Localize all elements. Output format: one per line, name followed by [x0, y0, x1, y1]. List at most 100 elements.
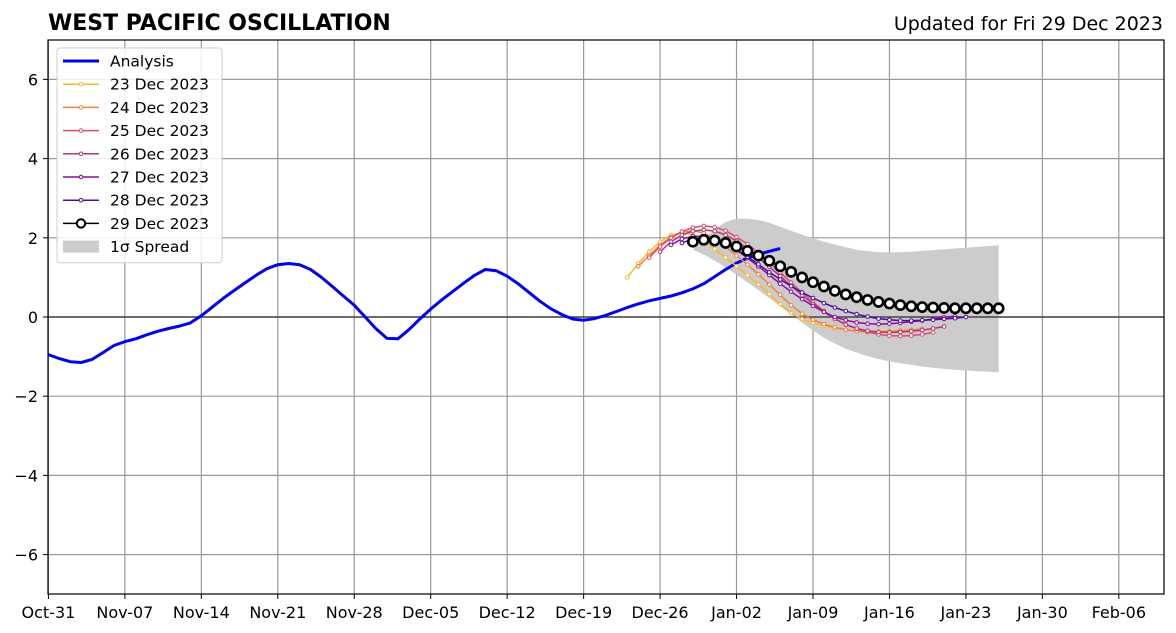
- forecast-point: [785, 265, 798, 278]
- forecast-point: [887, 317, 892, 323]
- legend: Analysis 23 Dec 2023 24 Dec 2023 25 Dec 202…: [56, 47, 223, 264]
- forecast-point: [690, 228, 696, 234]
- forecast-point: [679, 240, 685, 246]
- forecast-point: [821, 309, 827, 315]
- x-tick-label: Dec-19: [555, 603, 612, 622]
- legend-marker: [75, 218, 87, 229]
- forecast-point: [697, 233, 710, 246]
- forecast-point: [887, 330, 892, 335]
- forecast-point: [777, 281, 783, 287]
- legend-marker: [78, 174, 84, 180]
- forecast-point: [854, 320, 859, 325]
- x-tick-label: Jan-09: [787, 603, 839, 622]
- forecast-point: [981, 302, 994, 315]
- forecast-point: [908, 328, 914, 334]
- forecast-point: [734, 234, 739, 240]
- forecast-point: [828, 284, 841, 297]
- forecast-point: [839, 288, 852, 301]
- forecast-point: [850, 291, 863, 304]
- forecast-point: [843, 317, 849, 323]
- forecast-point: [799, 311, 805, 317]
- x-tick-label: Dec-05: [402, 603, 459, 622]
- forecast-point: [919, 332, 925, 337]
- forecast-point: [668, 235, 674, 241]
- series-layer: [48, 218, 1164, 373]
- y-tick-label: −4: [14, 466, 38, 485]
- legend-label: Analysis: [110, 53, 174, 71]
- analysis-line: [48, 247, 781, 364]
- forecast-point: [788, 302, 794, 308]
- legend-marker: [78, 81, 84, 87]
- x-tick-label: Nov-21: [249, 603, 306, 622]
- forecast-point: [810, 303, 816, 309]
- forecast-point: [930, 317, 936, 323]
- forecast-point: [898, 318, 903, 323]
- forecast-point: [898, 333, 903, 339]
- y-tick-label: 4: [28, 150, 38, 169]
- forecast-point: [730, 240, 743, 253]
- forecast-point: [905, 300, 918, 313]
- forecast-point: [821, 321, 827, 327]
- forecast-point: [723, 255, 728, 260]
- forecast-point: [690, 225, 696, 230]
- forecast-point: [959, 302, 972, 315]
- x-tick-label: Jan-02: [710, 603, 762, 622]
- forecast-point: [843, 308, 849, 314]
- forecast-point: [788, 283, 794, 289]
- forecast-point: [807, 276, 819, 289]
- forecast-point: [701, 227, 707, 233]
- forecast-point: [916, 301, 929, 313]
- forecast-point: [646, 255, 652, 260]
- forecast-point: [970, 302, 983, 315]
- legend-item-5: 26 Dec 2023: [63, 145, 209, 163]
- legend-swatch: [63, 240, 99, 253]
- legend-item-7: 28 Dec 2023: [63, 192, 209, 210]
- forecast-point: [865, 314, 870, 319]
- forecast-point: [734, 253, 739, 258]
- x-tick-label: Dec-12: [479, 603, 536, 622]
- forecast-point: [799, 290, 805, 295]
- forecast-point: [821, 300, 827, 306]
- forecast-point: [876, 316, 881, 321]
- forecast-point: [941, 324, 947, 329]
- x-axis-ticks: Oct-31 Nov-07 Nov-14 Nov-21 Nov-28 Dec-05 Dec-…: [22, 594, 1146, 622]
- forecast-point: [810, 317, 816, 323]
- forecast-point: [832, 305, 838, 310]
- forecast-point: [818, 280, 830, 293]
- legend-item-3: 24 Dec 2023: [63, 99, 209, 117]
- legend-item-2: 23 Dec 2023: [63, 76, 209, 94]
- x-tick-label: Nov-28: [326, 603, 383, 622]
- x-tick-label: Jan-23: [939, 603, 991, 622]
- legend-marker: [78, 128, 84, 133]
- forecast-point: [752, 249, 765, 262]
- forecast-point: [832, 324, 838, 330]
- forecast-point: [941, 316, 947, 322]
- x-tick-label: Oct-31: [22, 603, 76, 622]
- forecast-point: [952, 315, 958, 321]
- forecast-point: [679, 229, 685, 234]
- forecast-point: [876, 321, 881, 327]
- forecast-point: [766, 269, 772, 275]
- forecast-point: [712, 224, 717, 230]
- legend-item-8: 29 Dec 2023: [63, 215, 209, 233]
- legend-label: 26 Dec 2023: [110, 145, 209, 163]
- forecast-point: [894, 299, 907, 312]
- forecast-point: [712, 228, 717, 234]
- forecast-point: [734, 264, 739, 269]
- forecast-point: [799, 316, 805, 322]
- forecast-point: [861, 294, 874, 306]
- legend-label: 27 Dec 2023: [110, 169, 209, 187]
- forecast-point: [843, 327, 849, 332]
- legend-marker: [78, 197, 84, 203]
- forecast-point: [930, 326, 936, 331]
- y-tick-label: 6: [28, 70, 38, 89]
- forecast-point: [949, 302, 961, 315]
- y-tick-label: 2: [28, 229, 38, 248]
- chart-subtitle: Updated for Fri 29 Dec 2023: [894, 13, 1163, 35]
- forecast-point: [777, 292, 783, 298]
- forecast-point: [927, 301, 940, 314]
- forecast-point: [908, 318, 914, 323]
- legend-item-6: 27 Dec 2023: [63, 169, 209, 187]
